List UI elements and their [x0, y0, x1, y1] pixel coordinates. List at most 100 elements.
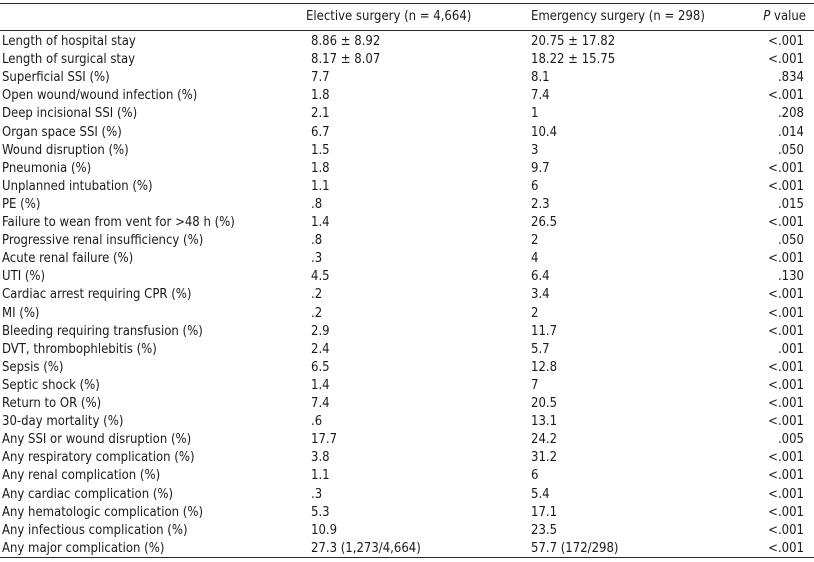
table-row: Bleeding requiring transfusion (%) 2.9 11.… [0, 323, 814, 341]
header-rule [0, 30, 814, 31]
p-value: .208 [777, 106, 804, 122]
table-row: Open wound/wound infection (%) 1.8 7.4 <.00… [0, 87, 814, 105]
emergency-value: 20.75 ± 17.82 [531, 34, 616, 49]
table-header-row: Elective surgery (n = 4,664) Emergency s… [0, 4, 814, 30]
emergency-value: 7 [531, 377, 539, 393]
row-label: Any respiratory complication (%) [2, 450, 195, 466]
table-row: Organ space SSI (%) 6.7 10.4 .014 [0, 124, 814, 142]
elective-value: .6 [311, 414, 323, 430]
p-value: <.001 [768, 450, 804, 466]
emergency-value: 6.4 [531, 269, 550, 285]
emergency-value: 7.4 [531, 88, 550, 104]
table-row: Superficial SSI (%) 7.7 8.1 .834 [0, 69, 814, 87]
emergency-value: 18.22 ± 15.75 [531, 52, 616, 68]
top-rule [0, 3, 814, 4]
table-row: MI (%) .2 2 <.001 [0, 305, 814, 323]
elective-value: 1.4 [311, 215, 330, 230]
row-label: Wound disruption (%) [2, 142, 129, 158]
emergency-value: 57.7 (172/298) [531, 540, 619, 556]
row-label: Cardiac arrest requiring CPR (%) [2, 287, 192, 303]
p-value: .015 [777, 196, 804, 212]
elective-value: 2.4 [311, 341, 330, 357]
elective-value: 1.8 [311, 160, 330, 176]
p-value: .014 [777, 124, 804, 140]
header-emergency-surgery: Emergency surgery (n = 298) [531, 9, 705, 24]
emergency-value: 5.4 [531, 486, 550, 502]
elective-value: 8.17 ± 8.07 [311, 52, 381, 68]
p-value: <.001 [768, 540, 804, 556]
row-label: Pneumonia (%) [2, 160, 92, 176]
table-row: Length of surgical stay 8.17 ± 8.07 18.22 … [0, 51, 814, 69]
elective-value: 7.7 [311, 70, 330, 86]
emergency-value: 2.3 [531, 196, 550, 212]
elective-value: .3 [311, 251, 323, 267]
p-value: <.001 [768, 88, 804, 104]
p-value: <.001 [768, 215, 804, 230]
emergency-value: 12.8 [531, 359, 558, 375]
p-value: <.001 [768, 287, 804, 303]
emergency-value: 3.4 [531, 287, 550, 303]
bottom-rule [0, 557, 814, 558]
emergency-value: 13.1 [531, 414, 558, 430]
row-label: Any infectious complication (%) [2, 522, 188, 538]
elective-value: 7.4 [311, 396, 330, 411]
p-value: <.001 [768, 160, 804, 176]
row-label: Failure to wean from vent for >48 h (%) [2, 215, 235, 230]
p-value: <.001 [768, 323, 804, 339]
table-row: UTI (%) 4.5 6.4 .130 [0, 268, 814, 286]
emergency-value: 26.5 [531, 215, 558, 230]
table-row: 30-day mortality (%) .6 13.1 <.001 [0, 413, 814, 431]
p-value: <.001 [768, 377, 804, 393]
header-p-value: P value [763, 4, 806, 30]
row-label: Open wound/wound infection (%) [2, 88, 198, 104]
p-value: <.001 [768, 504, 804, 520]
emergency-value: 31.2 [531, 450, 558, 466]
emergency-value: 3 [531, 142, 539, 158]
table-row: PE (%) .8 2.3 .015 [0, 196, 814, 214]
row-label: Any major complication (%) [2, 540, 165, 556]
table-row: Any cardiac complication (%) .3 5.4 <.001 [0, 486, 814, 504]
row-label: 30-day mortality (%) [2, 414, 124, 430]
elective-value: 6.5 [311, 359, 330, 375]
emergency-value: 24.2 [531, 432, 558, 448]
p-value: .050 [777, 233, 804, 249]
table-row: Sepsis (%) 6.5 12.8 <.001 [0, 359, 814, 377]
emergency-value: 9.7 [531, 160, 550, 176]
elective-value: 5.3 [311, 504, 330, 520]
emergency-value: 23.5 [531, 522, 558, 538]
p-value: <.001 [768, 414, 804, 430]
elective-value: 1.1 [311, 468, 330, 484]
row-label: Deep incisional SSI (%) [2, 106, 138, 122]
elective-value: .8 [311, 233, 323, 249]
p-value: .834 [777, 70, 804, 86]
p-value: <.001 [768, 486, 804, 502]
emergency-value: 8.1 [531, 70, 550, 86]
p-value: .130 [777, 269, 804, 285]
table-row: Progressive renal insufficiency (%) .8 2 .0… [0, 232, 814, 250]
elective-value: 1.5 [311, 142, 330, 158]
emergency-value: 20.5 [531, 396, 558, 411]
emergency-value: 11.7 [531, 323, 558, 339]
table-row: Return to OR (%) 7.4 20.5 <.001 [0, 395, 814, 413]
emergency-value: 10.4 [531, 124, 558, 140]
p-value: <.001 [768, 359, 804, 375]
row-label: Length of hospital stay [2, 34, 136, 49]
row-label: PE (%) [2, 196, 41, 212]
p-value: .050 [777, 142, 804, 158]
elective-value: 27.3 (1,273/4,664) [311, 540, 421, 556]
table-row: Length of hospital stay 8.86 ± 8.92 20.75 … [0, 33, 814, 51]
elective-value: 6.7 [311, 124, 330, 140]
emergency-value: 4 [531, 251, 539, 267]
elective-value: .3 [311, 486, 323, 502]
row-label: MI (%) [2, 305, 40, 321]
p-value: <.001 [768, 34, 804, 49]
elective-value: 1.1 [311, 178, 330, 194]
header-p-italic: P [763, 9, 771, 24]
table-row: Any major complication (%) 27.3 (1,273/4,… [0, 540, 814, 558]
elective-value: 8.86 ± 8.92 [311, 34, 381, 49]
elective-value: 3.8 [311, 450, 330, 466]
row-label: Return to OR (%) [2, 396, 102, 411]
table-row: DVT, thrombophlebitis (%) 2.4 5.7 .001 [0, 341, 814, 359]
elective-value: .2 [311, 287, 323, 303]
